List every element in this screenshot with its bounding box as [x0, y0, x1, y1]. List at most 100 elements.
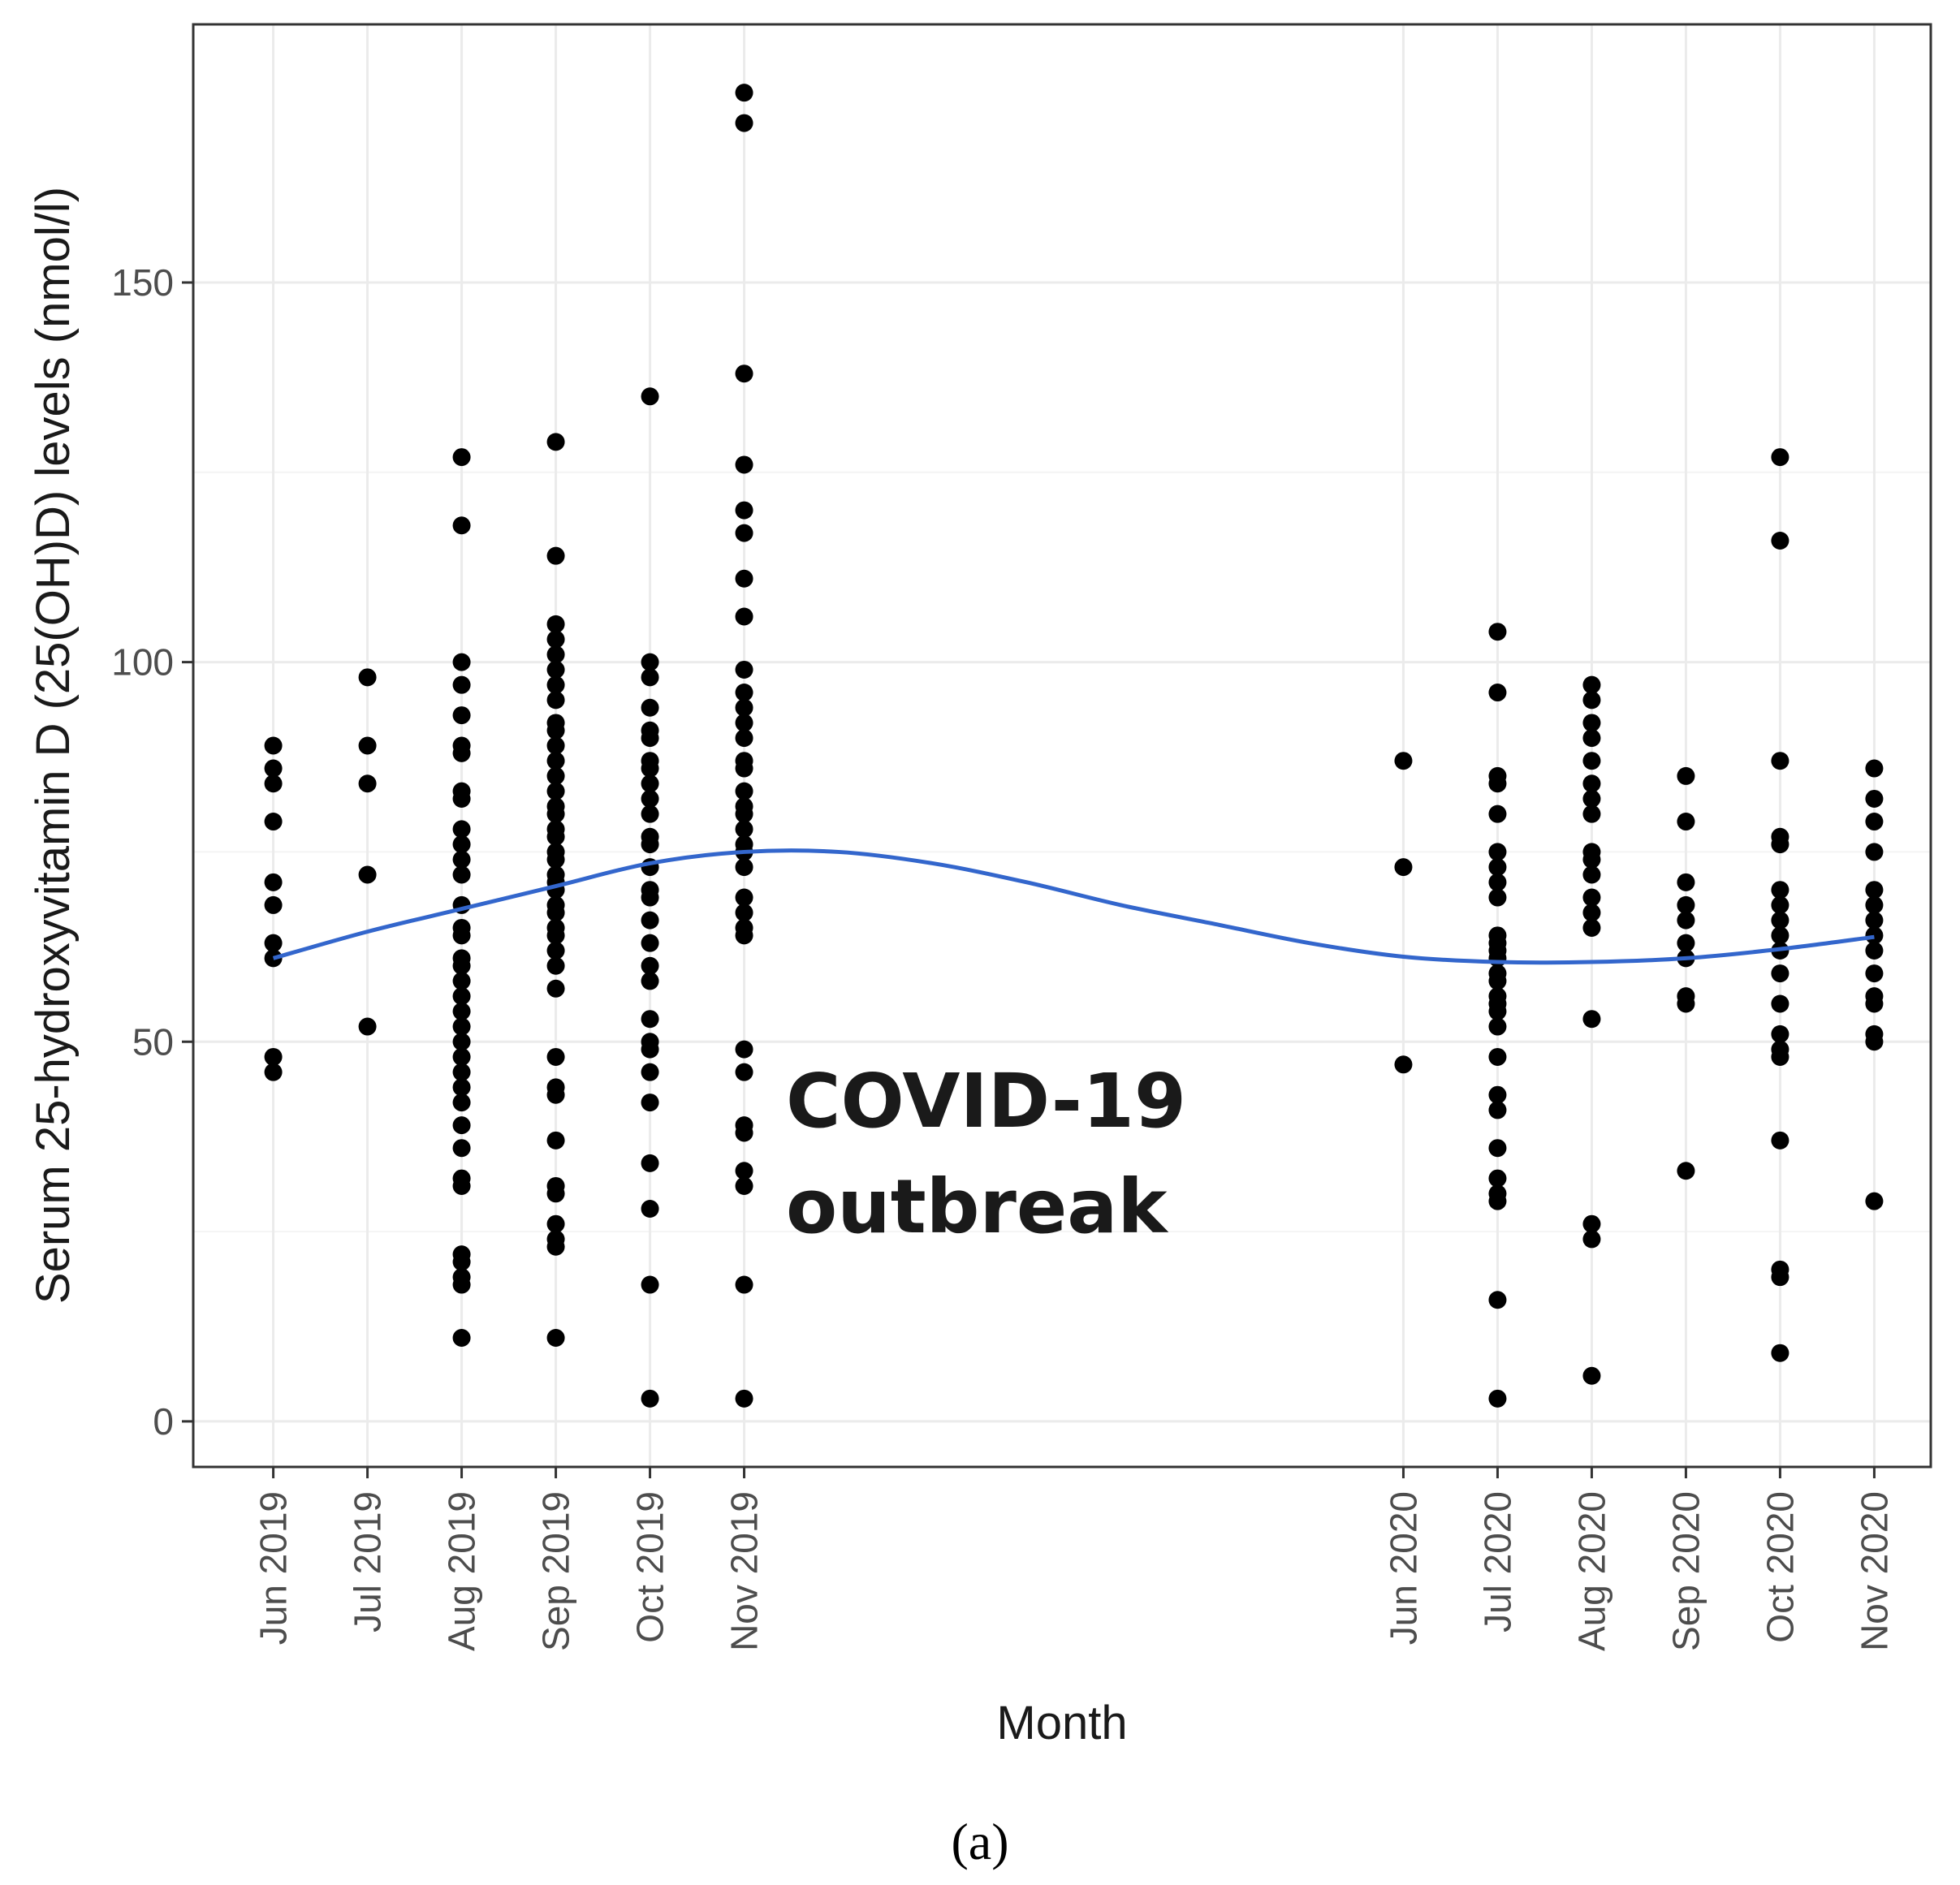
data-points: [264, 84, 1884, 1408]
data-point: [1771, 835, 1789, 854]
data-point: [358, 865, 377, 884]
data-point: [735, 84, 753, 102]
data-point: [735, 804, 753, 823]
data-point: [1582, 714, 1601, 732]
data-point: [546, 827, 565, 846]
data-point: [1865, 1033, 1884, 1051]
x-tick-label: Jul 2020: [1476, 1491, 1518, 1633]
data-point: [735, 904, 753, 922]
data-point: [735, 888, 753, 907]
data-point: [264, 759, 283, 778]
data-point: [1677, 813, 1695, 831]
data-point: [735, 1389, 753, 1408]
data-point: [1771, 881, 1789, 899]
data-point: [1771, 448, 1789, 467]
data-point: [358, 668, 377, 687]
data-point: [735, 501, 753, 520]
data-point: [1488, 1192, 1507, 1210]
data-point: [546, 752, 565, 770]
data-point: [1488, 1389, 1507, 1408]
smooth-trend-line: [272, 848, 1875, 965]
data-point: [452, 1253, 471, 1271]
data-point: [546, 1184, 565, 1203]
plot-panel-border: [192, 23, 1932, 1469]
series-oct-2019: [641, 387, 659, 1408]
data-point: [1865, 926, 1884, 945]
data-point: [358, 1017, 377, 1036]
data-point: [1865, 789, 1884, 808]
panel-label: (a): [951, 1813, 1008, 1870]
data-point: [641, 1010, 659, 1029]
data-point: [452, 835, 471, 854]
data-point: [452, 706, 471, 725]
series-nov-2019: [735, 84, 753, 1408]
data-point: [1488, 858, 1507, 877]
data-point: [358, 774, 377, 793]
data-point: [1582, 1366, 1601, 1385]
data-point: [735, 820, 753, 839]
data-point: [452, 850, 471, 869]
data-point: [546, 630, 565, 649]
data-point: [546, 926, 565, 945]
data-point: [1865, 964, 1884, 983]
data-point: [1677, 1162, 1695, 1180]
x-tick-label: Oct 2019: [629, 1491, 671, 1643]
x-tick-label: Jun 2019: [253, 1491, 295, 1645]
data-point: [1488, 1017, 1507, 1036]
series-jun-2019: [264, 736, 283, 1081]
data-point: [546, 979, 565, 998]
data-point: [641, 698, 659, 717]
data-point: [1865, 759, 1884, 778]
data-point: [452, 865, 471, 884]
data-point: [546, 942, 565, 960]
data-point: [1488, 623, 1507, 641]
data-point: [452, 789, 471, 808]
data-point: [264, 774, 283, 793]
data-point: [641, 1389, 659, 1408]
data-point: [1488, 804, 1507, 823]
x-tick-label: Jun 2020: [1382, 1491, 1424, 1645]
data-point: [1488, 1002, 1507, 1020]
data-point: [1582, 918, 1601, 937]
data-point: [641, 774, 659, 793]
data-point: [452, 1139, 471, 1158]
data-point: [1771, 1344, 1789, 1362]
data-point: [735, 1275, 753, 1294]
data-point: [546, 615, 565, 633]
data-point: [641, 1063, 659, 1081]
data-point: [264, 1063, 283, 1081]
data-point: [546, 850, 565, 869]
data-point: [1771, 531, 1789, 550]
x-tick-label: Nov 2020: [1853, 1491, 1895, 1651]
plot-panel-background: [193, 24, 1931, 1467]
data-point: [1582, 774, 1601, 793]
data-point: [1582, 691, 1601, 710]
data-point: [546, 1214, 565, 1233]
data-point: [264, 895, 283, 914]
y-tick-label: 150: [111, 261, 174, 304]
x-tick-label: Oct 2020: [1759, 1491, 1801, 1643]
x-tick-label: Aug 2020: [1570, 1491, 1612, 1651]
data-point: [1582, 752, 1601, 770]
data-point: [1582, 904, 1601, 922]
data-point: [1582, 888, 1601, 907]
data-point: [641, 653, 659, 671]
data-point: [641, 789, 659, 808]
data-point: [1394, 858, 1413, 877]
data-point: [452, 1329, 471, 1348]
data-point: [641, 1154, 659, 1172]
data-point: [546, 721, 565, 740]
data-point: [1677, 895, 1695, 914]
data-point: [641, 1093, 659, 1112]
data-point: [735, 569, 753, 588]
data-point: [1488, 972, 1507, 990]
data-point: [546, 956, 565, 975]
data-point: [452, 744, 471, 762]
data-point: [1488, 888, 1507, 907]
data-point: [1771, 752, 1789, 770]
data-point: [546, 675, 565, 694]
data-point: [735, 926, 753, 945]
series-jun-2020: [1394, 752, 1413, 1074]
x-tick-label: Aug 2019: [441, 1491, 483, 1651]
data-point: [641, 668, 659, 687]
